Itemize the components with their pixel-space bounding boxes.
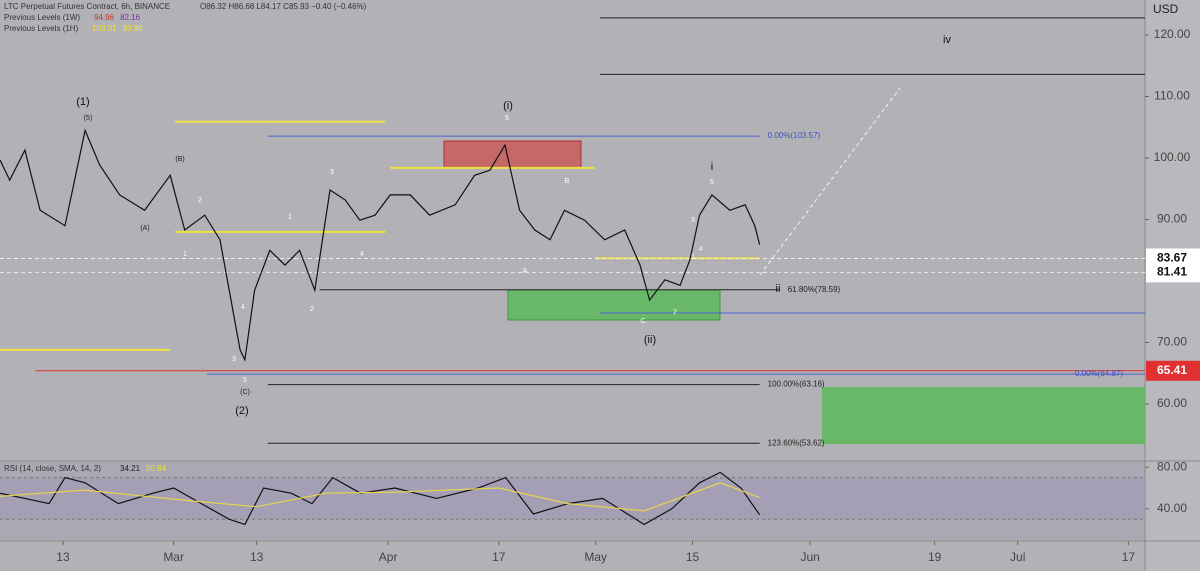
wave-label: i [711,161,713,173]
wave-label: 4 [241,304,245,311]
wave-label: (A) [140,225,149,232]
wave-label: 1 [288,214,292,221]
y-tick-label: 80.00 [1157,459,1187,473]
support-box [507,289,721,321]
wave-label: 2 [198,197,202,204]
ohlc-readout: O86.32 H86.68 L84.17 C85.93 −0.40 (−0.46… [200,2,367,11]
y-tick-label: 90.00 [1157,212,1187,226]
level-label: 123.60%(53.62) [768,438,825,447]
wave-label: A [523,268,528,275]
wave-label: (i) [503,100,513,112]
y-tick-label: 40.00 [1157,501,1187,515]
y-tick-label: 100.00 [1154,150,1191,164]
price-axis [1145,0,1200,571]
price-label-box [1146,262,1200,283]
legend-value: 103.51 [92,24,117,33]
rsi-readout: 50.84 [146,464,167,473]
wave-label: 5 [243,377,247,384]
y-tick-label: 110.00 [1154,89,1190,103]
price-label: 81.41 [1157,265,1187,279]
price-label: 83.67 [1157,251,1187,265]
wave-label: 1 [691,254,695,261]
y-tick-label: 60.00 [1157,396,1187,410]
wave-label: 5 [710,179,714,186]
wave-label: 3 [691,217,695,224]
price-label-box [1146,360,1200,381]
symbol-title: LTC Perpetual Futures Contract, 6h, BINA… [4,2,170,11]
legend-value: 82.16 [120,13,141,22]
x-tick-label: Jun [800,550,819,564]
x-tick-label: Mar [163,550,184,564]
legend-value: 94.96 [94,13,115,22]
wave-label: (1) [76,96,89,108]
y-tick-label: 120.00 [1154,27,1191,41]
legend-value: 83.86 [123,24,144,33]
rsi-title: RSI (14, close, SMA, 14, 2) [4,464,101,473]
wave-label: (5) [84,115,93,122]
wave-label: 4 [360,251,364,258]
x-tick-label: 13 [250,550,264,564]
wave-label: 4 [699,246,703,253]
series-line [0,482,760,512]
level-label: 61.80%(78.59) [788,285,841,294]
wave-label: iv [943,34,951,46]
level-label: 0.00%(64.87) [1075,369,1123,378]
wave-label: 3 [232,356,236,363]
level-label: 100.00%(63.16) [768,380,825,389]
x-tick-label: 19 [928,550,942,564]
x-tick-label: May [584,550,607,564]
rsi-band [0,477,1145,520]
x-tick-label: 13 [56,550,70,564]
wave-label: 2 [673,309,677,316]
x-tick-label: Apr [379,550,398,564]
price-label: 65.41 [1157,363,1187,377]
wave-label: 3 [330,169,334,176]
projection-line [759,87,901,276]
x-tick-label: 17 [492,550,506,564]
wave-label: (ii) [644,334,656,346]
wave-label: (2) [235,405,248,417]
wave-label: ii [776,283,781,295]
currency: USD [1153,2,1179,16]
wave-label: C [640,318,645,325]
wave-label: 5 [505,115,509,122]
series-line [0,128,761,362]
wave-label: 1 [183,251,187,258]
wave-label: (B) [175,156,184,163]
rsi-readout: 34.21 [120,464,141,473]
x-tick-label: Jul [1010,550,1025,564]
series-line [0,471,761,526]
y-tick-label: 70.00 [1157,335,1187,349]
level-label: 0.00%(103.57) [768,131,821,140]
wave-label: 2 [310,306,314,313]
x-tick-label: 15 [686,550,700,564]
legend-label: Previous Levels (1W) [4,13,80,22]
target-box [822,387,1145,444]
x-tick-label: 17 [1122,550,1136,564]
resistance-box [443,140,582,169]
wave-label: B [565,178,570,185]
wave-label: (C) [240,389,250,396]
legend-label: Previous Levels (1H) [4,24,79,33]
